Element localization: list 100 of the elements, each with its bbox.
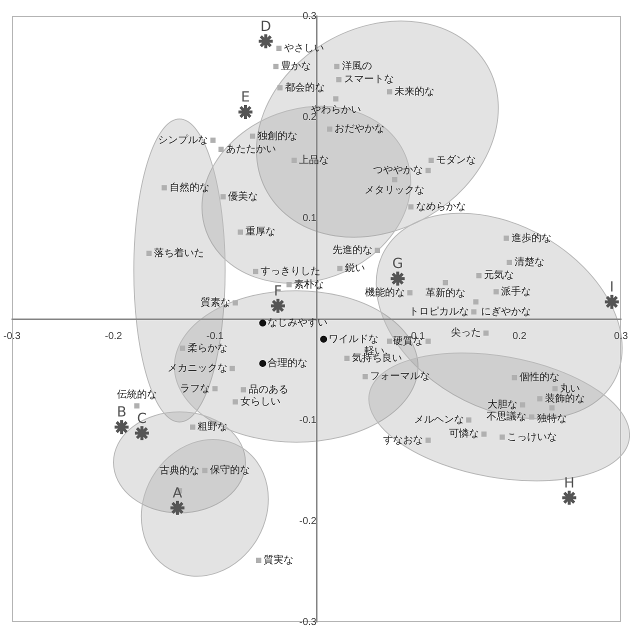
data-label: モダンな	[436, 154, 476, 166]
data-label: 柔らかな	[188, 342, 228, 354]
point	[276, 46, 282, 51]
data-label: なじみやすい	[268, 318, 328, 329]
point	[333, 96, 338, 102]
point	[426, 168, 431, 174]
point	[133, 424, 150, 442]
y-tick-label: -0.3	[299, 616, 317, 628]
point	[190, 424, 196, 430]
data-label: 個性的な	[519, 371, 560, 384]
point	[286, 282, 292, 288]
point	[552, 386, 558, 392]
data-label: フォーマルな	[370, 371, 430, 382]
data-label: 可憐な	[448, 428, 479, 440]
point	[232, 300, 238, 306]
data-label: C	[137, 410, 148, 427]
data-label: 先進的な	[332, 244, 372, 256]
data-label: H	[564, 475, 574, 492]
point	[210, 138, 216, 143]
point	[238, 230, 243, 235]
point	[168, 499, 186, 516]
data-label: 鋭い	[344, 262, 365, 274]
data-label: D	[260, 18, 272, 35]
x-tick-label: 0.3	[614, 330, 628, 342]
data-label: 合理的な	[268, 357, 308, 370]
point	[389, 270, 406, 288]
data-label: 独創的な	[258, 130, 298, 142]
data-label: 上品な	[299, 154, 330, 166]
data-label: 元気な	[484, 270, 514, 282]
point	[603, 293, 620, 310]
y-tick-label: -0.1	[299, 414, 317, 426]
data-label: 古典的な	[159, 464, 200, 476]
data-label: メタリックな	[364, 185, 425, 196]
point	[162, 185, 167, 190]
data-label: 丸い	[560, 382, 580, 394]
data-label: B	[116, 404, 126, 421]
data-label: 都会的な	[284, 81, 325, 94]
point	[250, 134, 256, 139]
point	[236, 103, 254, 120]
data-label: G	[392, 256, 404, 272]
data-label: A	[172, 486, 183, 502]
data-label: 尖った	[451, 326, 482, 339]
point	[426, 438, 431, 443]
point	[386, 338, 392, 344]
y-tick-label: 0.1	[302, 212, 317, 224]
data-label: すっきりした	[260, 266, 321, 278]
data-label: 洋風の	[342, 60, 372, 72]
data-label: 品のある	[248, 384, 288, 396]
point	[407, 290, 412, 296]
point	[202, 468, 208, 474]
point	[240, 387, 246, 392]
data-label: F	[274, 284, 282, 300]
data-label: 豊かな	[280, 60, 311, 72]
data-label: E	[241, 90, 250, 106]
point	[320, 336, 328, 343]
data-label: 保守的な	[210, 464, 250, 476]
data-label: 装飾的な	[544, 392, 585, 404]
point	[337, 266, 342, 272]
data-label: 落ち着いた	[154, 246, 204, 259]
data-label: メルヘンな	[414, 414, 464, 426]
point	[269, 297, 286, 314]
point	[529, 414, 534, 420]
data-label: 不思議な	[486, 410, 527, 423]
point	[134, 403, 140, 408]
data-label: シンプルな	[158, 134, 208, 146]
point	[252, 268, 258, 274]
point	[232, 399, 238, 404]
point	[500, 434, 505, 440]
point	[336, 77, 342, 82]
point	[471, 309, 476, 315]
point	[466, 417, 472, 423]
data-label: 優美な	[228, 190, 258, 202]
point	[426, 338, 431, 344]
y-tick-label: 0.3	[302, 10, 317, 22]
point	[362, 374, 368, 380]
data-label: 独特な	[536, 412, 567, 424]
point	[537, 396, 542, 402]
point	[220, 194, 226, 200]
data-label: あたたかい	[226, 144, 276, 155]
point	[292, 158, 297, 164]
point	[481, 432, 487, 437]
data-label: 機能的な	[364, 286, 405, 298]
point	[476, 272, 482, 278]
data-label: すなおな	[383, 434, 424, 446]
point	[392, 177, 398, 182]
point	[113, 418, 130, 436]
data-label: 進歩的な	[511, 232, 552, 244]
point	[442, 280, 448, 286]
data-label: 大胆な	[488, 398, 518, 410]
point	[273, 64, 279, 70]
data-label: 女らしい	[240, 395, 280, 408]
point	[549, 405, 555, 410]
point	[277, 85, 283, 90]
data-label: トロピカルな	[408, 306, 469, 318]
point	[520, 402, 526, 408]
point	[334, 64, 340, 70]
data-label: おだやかな	[334, 124, 385, 135]
point	[504, 236, 509, 241]
data-label: 重厚な	[245, 226, 276, 238]
data-label: 粗野な	[198, 422, 228, 433]
